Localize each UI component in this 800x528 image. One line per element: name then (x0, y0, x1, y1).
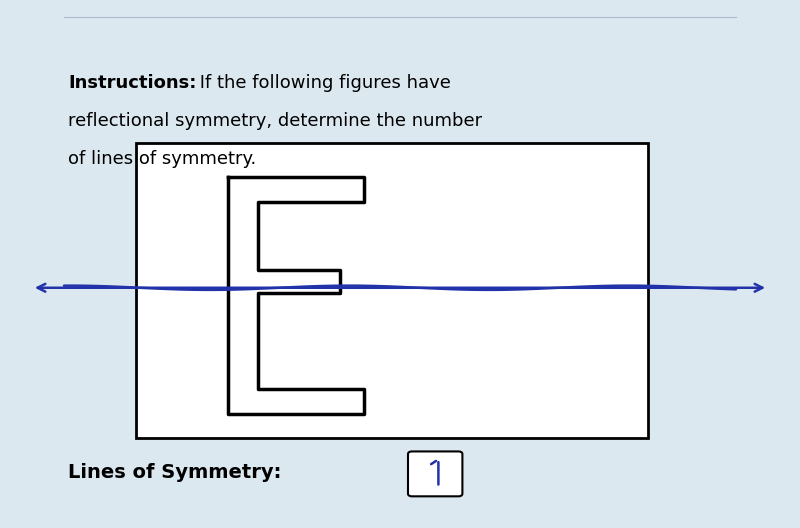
Text: Lines of Symmetry:: Lines of Symmetry: (68, 463, 282, 482)
Text: reflectional symmetry, determine the number: reflectional symmetry, determine the num… (68, 112, 482, 130)
Text: If the following figures have: If the following figures have (194, 74, 451, 92)
FancyBboxPatch shape (408, 451, 462, 496)
Text: of lines of symmetry.: of lines of symmetry. (68, 150, 256, 168)
Bar (136, 143, 648, 438)
Text: Instructions:: Instructions: (68, 74, 196, 92)
